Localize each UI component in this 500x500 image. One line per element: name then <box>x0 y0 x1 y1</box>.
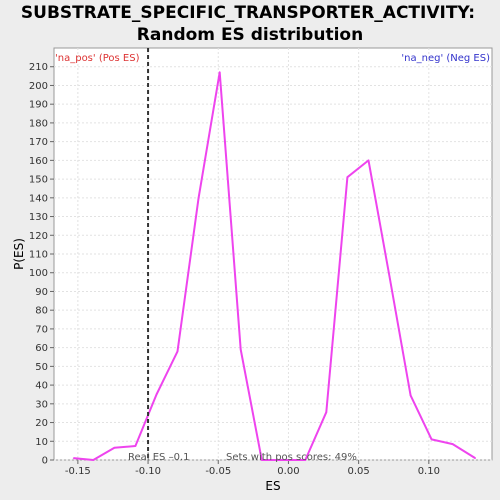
y-tick-label: 70 <box>35 324 48 335</box>
grid-lines <box>54 48 492 461</box>
data-point <box>260 459 263 461</box>
y-tick-label: 100 <box>29 268 48 279</box>
data-point <box>474 457 476 459</box>
data-point <box>451 443 454 445</box>
data-point <box>176 350 179 353</box>
data-point <box>197 197 200 199</box>
chart-title-line1: SUBSTRATE_SPECIFIC_TRANSPORTER_ACTIVITY: <box>21 3 475 23</box>
data-point <box>113 447 116 449</box>
y-tick-label: 40 <box>35 381 48 392</box>
data-point <box>430 438 433 441</box>
series-layer <box>72 71 476 461</box>
y-tick-label: 50 <box>35 362 48 373</box>
data-point <box>388 275 391 278</box>
y-tick-label: 130 <box>29 212 48 223</box>
data-point <box>239 348 242 351</box>
y-tick-label: 150 <box>29 175 48 186</box>
y-tick-label: 20 <box>35 418 48 429</box>
legend-positive-es: 'na_pos' (Pos ES) <box>55 53 140 64</box>
data-point <box>304 459 307 461</box>
x-axis-ticks: -0.15 -0.10 -0.05 0.00 0.05 0.10 <box>65 460 440 477</box>
y-tick-label: 0 <box>42 456 48 467</box>
y-tick-label: 180 <box>29 118 48 129</box>
y-tick-label: 10 <box>35 437 48 448</box>
data-point <box>218 71 221 74</box>
data-point <box>346 176 349 179</box>
real-es-label: Real ES –0.1 <box>128 452 189 463</box>
y-tick-label: 210 <box>29 62 48 73</box>
data-point <box>134 445 137 447</box>
x-tick-label: -0.10 <box>135 466 161 477</box>
x-tick-label: 0.10 <box>418 466 440 477</box>
pos-scores-label: Sets with pos scores: 49% <box>226 452 357 463</box>
data-point <box>92 459 95 461</box>
data-point <box>72 457 75 459</box>
chart-title-line2: Random ES distribution <box>137 25 363 45</box>
x-tick-label: -0.05 <box>205 466 231 477</box>
data-point <box>155 393 158 396</box>
y-tick-label: 60 <box>35 343 48 354</box>
data-point <box>282 459 284 461</box>
y-tick-label: 200 <box>29 81 48 92</box>
x-axis-label: ES <box>265 479 280 493</box>
data-point <box>325 411 328 414</box>
y-tick-label: 170 <box>29 137 48 148</box>
y-tick-label: 30 <box>35 399 48 410</box>
y-axis-ticks: 0 10 20 30 40 50 60 70 80 90 100 110 120 130 140 150 160… <box>29 62 54 467</box>
data-point <box>367 159 370 162</box>
x-tick-label: 0.00 <box>277 466 299 477</box>
data-point <box>409 394 412 397</box>
y-tick-label: 190 <box>29 100 48 111</box>
y-tick-label: 80 <box>35 306 48 317</box>
y-tick-label: 160 <box>29 156 48 167</box>
x-tick-label: -0.15 <box>65 466 91 477</box>
y-tick-label: 120 <box>29 231 48 242</box>
y-tick-label: 140 <box>29 193 48 204</box>
y-axis-label: P(ES) <box>12 238 26 270</box>
y-tick-label: 110 <box>29 250 48 261</box>
legend-negative-es: 'na_neg' (Neg ES) <box>401 53 490 64</box>
series-line <box>73 71 476 461</box>
x-tick-label: 0.05 <box>348 466 370 477</box>
y-tick-label: 90 <box>35 287 48 298</box>
